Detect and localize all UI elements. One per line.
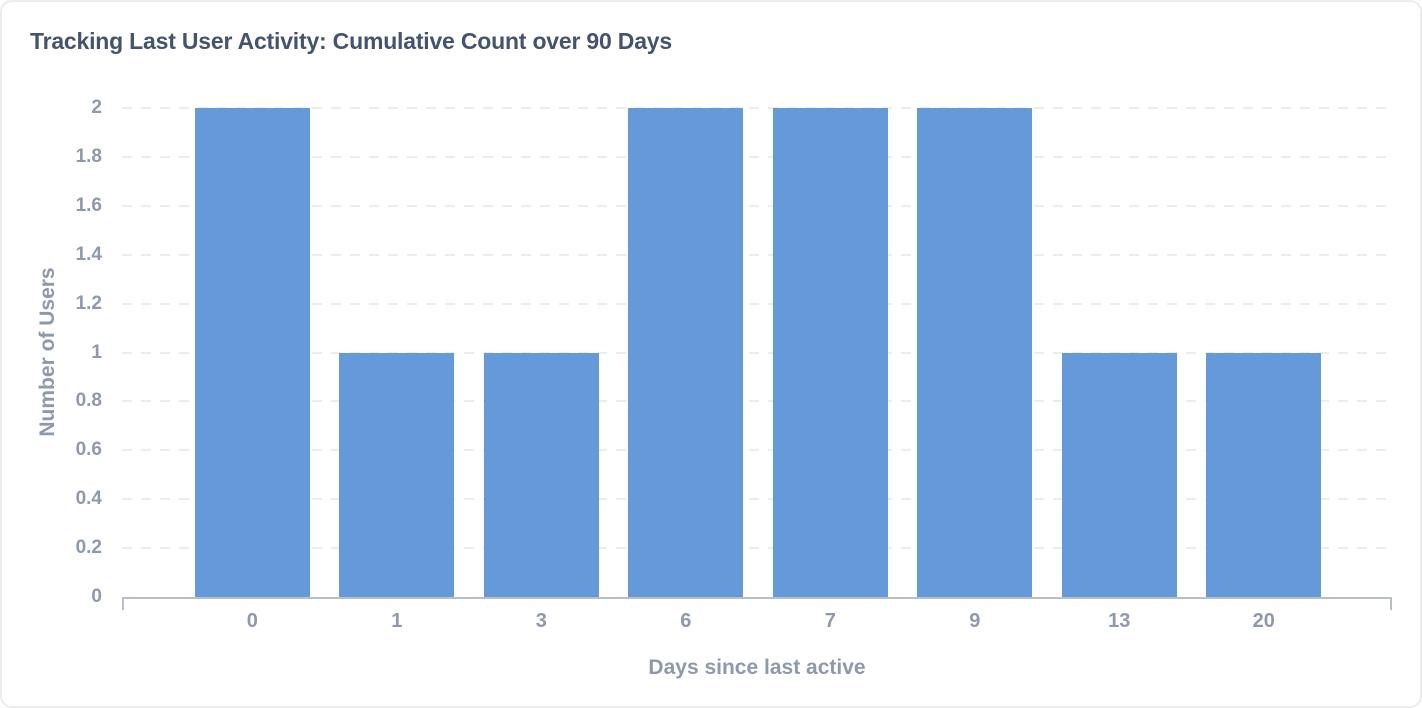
y-tick-label: 1 xyxy=(91,341,102,363)
x-tick-label: 6 xyxy=(680,610,692,632)
y-tick-label: 0.6 xyxy=(75,439,102,461)
gridline xyxy=(122,547,1392,550)
gridline xyxy=(122,155,1392,158)
x-axis-right-end-tick xyxy=(1390,599,1392,610)
bar-7 xyxy=(772,108,888,597)
gridline xyxy=(122,253,1392,256)
bar-13 xyxy=(1061,352,1177,597)
bar-9 xyxy=(917,108,1033,597)
bar-6 xyxy=(628,108,744,597)
x-axis-line xyxy=(122,597,1392,599)
chart-title: Tracking Last User Activity: Cumulative … xyxy=(30,28,672,54)
gridline xyxy=(122,449,1392,452)
bar-1 xyxy=(339,352,455,597)
y-tick-label: 0.8 xyxy=(75,390,102,412)
x-axis-left-end-tick xyxy=(122,599,124,610)
plot-area xyxy=(122,107,1392,610)
y-tick-label: 0 xyxy=(91,586,102,607)
y-tick-label: 1.4 xyxy=(75,243,102,265)
x-tick-label: 20 xyxy=(1252,610,1275,632)
y-tick-label: 1.6 xyxy=(75,194,102,216)
x-tick-label: 13 xyxy=(1108,610,1131,632)
gridline xyxy=(122,204,1392,207)
x-axis-title: Days since last active xyxy=(648,656,866,679)
y-tick-label: 1.8 xyxy=(75,145,102,167)
y-tick-label: 0.2 xyxy=(75,537,102,559)
x-tick-label: 7 xyxy=(824,610,836,632)
gridline xyxy=(122,400,1392,403)
bar-20 xyxy=(1206,352,1322,597)
gridline xyxy=(122,498,1392,501)
x-tick-label: 0 xyxy=(246,610,258,632)
gridline xyxy=(122,351,1392,354)
bar-3 xyxy=(483,352,599,597)
x-tick-label: 9 xyxy=(969,610,981,632)
gridline xyxy=(122,107,1392,109)
y-tick-label: 1.2 xyxy=(75,292,102,314)
y-tick-label: 2 xyxy=(91,97,102,118)
y-tick-label: 0.4 xyxy=(75,488,102,510)
x-tick-label: 3 xyxy=(535,610,547,632)
gridline xyxy=(122,302,1392,305)
x-tick-label: 1 xyxy=(391,610,403,632)
bar-0 xyxy=(194,108,310,597)
